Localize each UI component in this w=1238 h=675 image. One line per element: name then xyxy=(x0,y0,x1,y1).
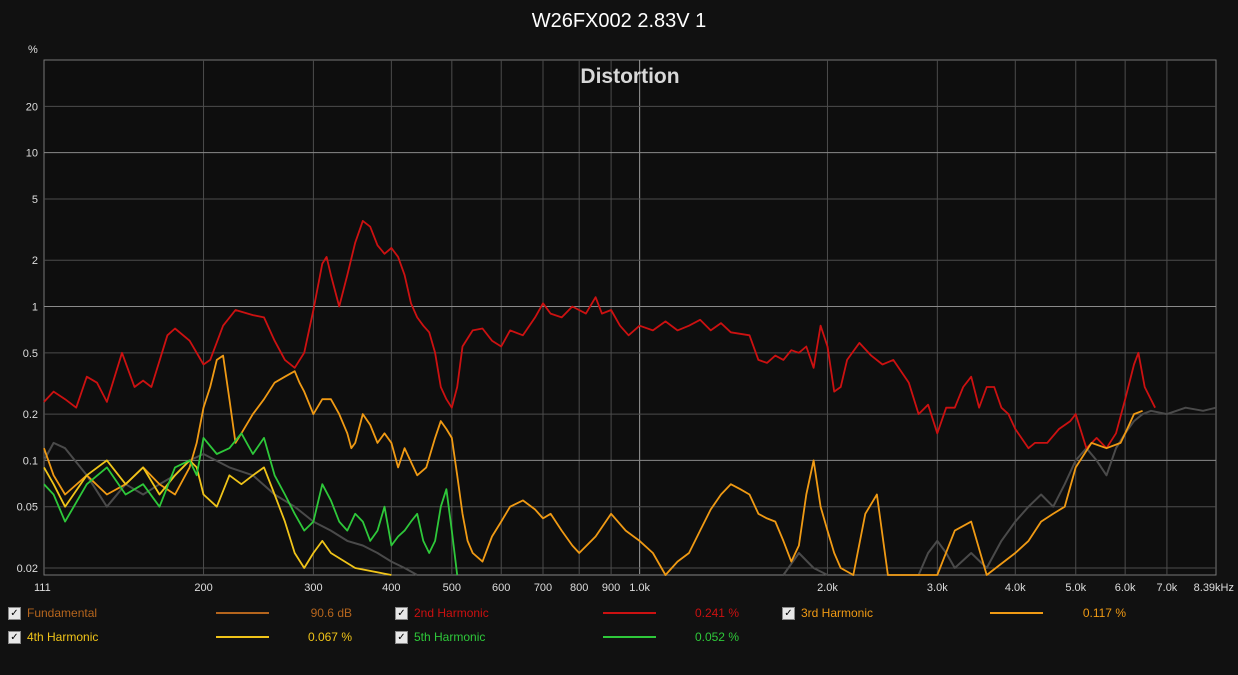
x-tick-label: 600 xyxy=(492,582,510,594)
y-tick-label: 0.2 xyxy=(23,409,38,421)
legend-value: 90.6 dB xyxy=(310,606,352,620)
y-tick-label: 20 xyxy=(26,101,38,113)
checkbox-5th-harmonic[interactable]: ✓ xyxy=(395,631,408,644)
legend-item-5th-harmonic[interactable]: ✓ 5th Harmonic 0.052 % xyxy=(395,630,755,646)
x-tick-label: 200 xyxy=(194,582,212,594)
legend-swatch xyxy=(216,636,269,638)
x-tick-label: 6.0k xyxy=(1115,582,1136,594)
checkbox-4th-harmonic[interactable]: ✓ xyxy=(8,631,21,644)
legend-label: 5th Harmonic xyxy=(414,630,486,644)
x-tick-label: 4.0k xyxy=(1005,582,1026,594)
legend: ✓ Fundamental 90.6 dB ✓ 2nd Harmonic 0.2… xyxy=(0,600,1238,675)
window-title: W26FX002 2.83V 1 xyxy=(531,10,707,32)
chart-title: Distortion xyxy=(580,65,679,88)
legend-value: 0.052 % xyxy=(694,630,739,644)
x-tick-label: 900 xyxy=(602,582,620,594)
legend-value: 0.117 % xyxy=(1082,606,1126,620)
x-tick-label: 7.0k xyxy=(1157,582,1178,594)
x-tick-label: 2.0k xyxy=(817,582,838,594)
legend-swatch xyxy=(216,612,269,614)
x-tick-label: 5.0k xyxy=(1065,582,1086,594)
legend-label: Fundamental xyxy=(27,606,98,620)
y-tick-label: 0.02 xyxy=(17,563,38,575)
grid-lines xyxy=(44,60,1216,575)
plot-area xyxy=(43,59,1217,576)
x-tick-label: 1.0k xyxy=(629,582,650,594)
y-tick-label: 1 xyxy=(32,302,38,314)
x-tick-label: 500 xyxy=(443,582,461,594)
legend-label: 4th Harmonic xyxy=(27,630,99,644)
y-tick-label: 5 xyxy=(32,194,38,206)
legend-swatch xyxy=(990,612,1043,614)
series-layer xyxy=(43,219,1217,576)
x-tick-label: 700 xyxy=(534,582,552,594)
legend-item-fundamental[interactable]: ✓ Fundamental 90.6 dB xyxy=(8,606,368,622)
legend-swatch xyxy=(603,636,656,638)
legend-item-3rd-harmonic[interactable]: ✓ 3rd Harmonic 0.117 % xyxy=(782,606,1142,622)
checkbox-fundamental[interactable]: ✓ xyxy=(8,607,21,620)
y-tick-label: 10 xyxy=(26,148,38,160)
distortion-chart[interactable]: 111 200 300 400 500 600 700 800 900 1.0k 2.0k 3.0k 4… xyxy=(0,0,1238,600)
legend-label: 3rd Harmonic xyxy=(801,606,874,620)
tick-labels: 111 200 300 400 500 600 700 800 900 1.0k 2.0k 3.0k 4… xyxy=(17,101,1234,594)
x-tick-label: 8.39kHz xyxy=(1194,582,1234,594)
legend-value: 0.067 % xyxy=(307,630,352,644)
checkbox-3rd-harmonic[interactable]: ✓ xyxy=(782,607,795,620)
series-line-4th-harmonic xyxy=(43,459,392,576)
checkbox-2nd-harmonic[interactable]: ✓ xyxy=(395,607,408,620)
x-tick-label: 800 xyxy=(570,582,588,594)
y-tick-label: 0.05 xyxy=(17,502,38,514)
series-line-3rd-harmonic xyxy=(43,354,1143,576)
legend-item-2nd-harmonic[interactable]: ✓ 2nd Harmonic 0.241 % xyxy=(395,606,755,622)
y-tick-label: 0.1 xyxy=(23,455,38,467)
legend-value: 0.241 % xyxy=(694,606,739,620)
series-line-5th-harmonic xyxy=(43,432,459,576)
legend-label: 2nd Harmonic xyxy=(414,606,489,620)
x-tick-label: 3.0k xyxy=(927,582,948,594)
x-tick-label: 400 xyxy=(382,582,400,594)
y-tick-label: 2 xyxy=(32,255,38,267)
x-tick-label: 300 xyxy=(304,582,322,594)
x-tick-label: 111 xyxy=(34,582,51,594)
series-line-2nd-harmonic xyxy=(43,219,1156,450)
y-tick-label: 0.5 xyxy=(23,348,38,360)
y-axis-unit: % xyxy=(28,44,38,56)
legend-swatch xyxy=(603,612,656,614)
legend-item-4th-harmonic[interactable]: ✓ 4th Harmonic 0.067 % xyxy=(8,630,368,646)
